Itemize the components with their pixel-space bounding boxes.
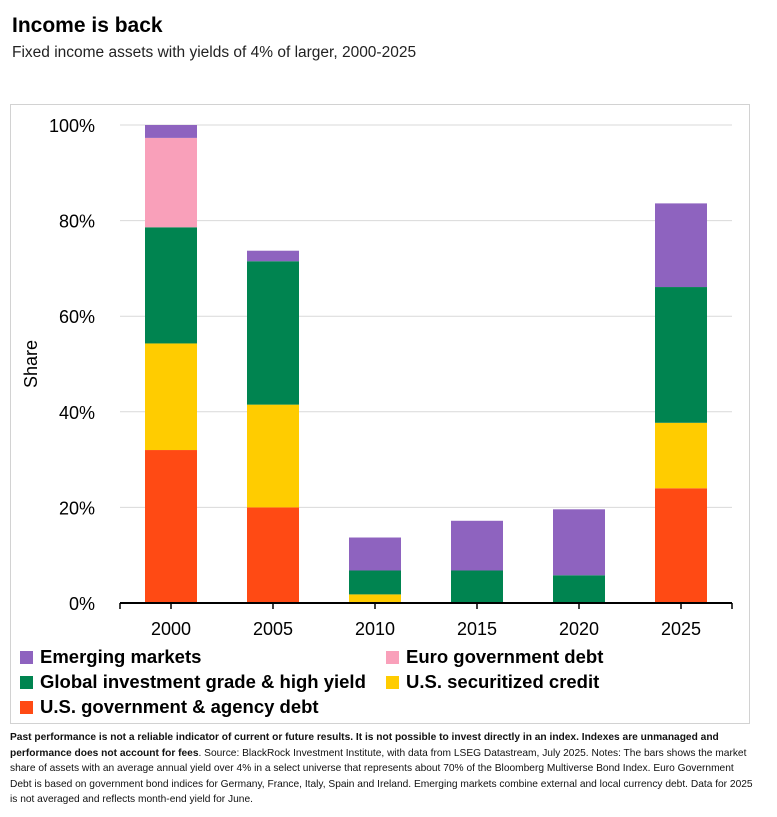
- grid-lines: [120, 124, 732, 508]
- x-tick-label: 2005: [253, 619, 293, 639]
- bar-segment-global_ig_hy-2025: [655, 287, 707, 423]
- legend: Emerging markets Euro government debt Gl…: [20, 646, 720, 722]
- bar-segment-us_securitized-2010: [349, 594, 401, 603]
- bar-segment-emerging-2025: [655, 203, 707, 288]
- x-tick-label: 2010: [355, 619, 395, 639]
- footnote: Past performance is not a reliable indic…: [10, 730, 758, 808]
- bar-segment-us_gov_agency-2000: [145, 450, 197, 603]
- bar-segment-emerging-2020: [553, 509, 605, 576]
- bar-segment-global_ig_hy-2020: [553, 575, 605, 603]
- axes: 0% 20% 40% 60% 80% 100% 2000 2005 2010 2015 2020 20…: [49, 116, 733, 639]
- chart-title: Income is back: [12, 14, 163, 37]
- bar-segment-global_ig_hy-2010: [349, 570, 401, 595]
- stacked-bar-chart: 0% 20% 40% 60% 80% 100% 2000 2005 2010 2015 2020 20…: [21, 116, 733, 639]
- bar-segment-us_securitized-2005: [247, 404, 299, 508]
- legend-label: Euro government debt: [406, 646, 604, 667]
- x-tick-label: 2000: [151, 619, 191, 639]
- bar-segment-global_ig_hy-2000: [145, 227, 197, 344]
- bars: [145, 125, 707, 603]
- x-tick-label: 2015: [457, 619, 497, 639]
- legend-item-global-ig-hy: Global investment grade & high yield: [20, 671, 366, 693]
- legend-item-euro-government-debt: Euro government debt: [386, 646, 603, 668]
- chart-frame: [10, 104, 750, 724]
- footnote-disclaimer: Past performance is not a reliable indic…: [10, 732, 719, 759]
- legend-item-emerging-markets: Emerging markets: [20, 646, 201, 668]
- y-tick-label: 80%: [59, 212, 95, 232]
- legend-label: U.S. securitized credit: [406, 671, 600, 692]
- legend-swatch-us-gov-agency: [20, 700, 33, 714]
- footnote-source: . Source: BlackRock Investment Institute…: [10, 747, 753, 806]
- legend-label: Global investment grade & high yield: [40, 671, 366, 692]
- legend-swatch-emerging: [20, 650, 33, 664]
- y-tick-label: 40%: [59, 403, 95, 423]
- bar-segment-emerging-2000: [145, 125, 197, 138]
- x-tick-label: 2020: [559, 619, 599, 639]
- y-tick-label: 0%: [69, 594, 95, 614]
- bar-segment-global_ig_hy-2015: [451, 570, 503, 603]
- legend-label: U.S. government & agency debt: [40, 696, 319, 717]
- bar-segment-emerging-2015: [451, 520, 503, 571]
- bar-segment-global_ig_hy-2005: [247, 261, 299, 405]
- bar-segment-us_gov_agency-2005: [247, 507, 299, 603]
- legend-swatch-euro: [386, 650, 399, 664]
- bar-segment-us_securitized-2000: [145, 343, 197, 451]
- bar-segment-us_securitized-2025: [655, 422, 707, 489]
- legend-item-us-gov-agency-debt: U.S. government & agency debt: [20, 696, 319, 718]
- y-tick-label: 60%: [59, 307, 95, 327]
- legend-swatch-us-securitized: [386, 675, 399, 689]
- bar-segment-emerging-2005: [247, 250, 299, 262]
- chart-subtitle: Fixed income assets with yields of 4% of…: [12, 44, 417, 61]
- bar-segment-euro-2000: [145, 137, 197, 228]
- legend-swatch-global-ig-hy: [20, 675, 33, 689]
- legend-item-us-securitized-credit: U.S. securitized credit: [386, 671, 599, 693]
- bar-segment-emerging-2010: [349, 537, 401, 571]
- legend-label: Emerging markets: [40, 646, 202, 667]
- y-tick-label: 20%: [59, 498, 95, 518]
- bar-segment-us_gov_agency-2025: [655, 488, 707, 603]
- y-axis-label: Share: [21, 340, 41, 388]
- x-tick-label: 2025: [661, 619, 701, 639]
- y-tick-label: 100%: [49, 116, 95, 136]
